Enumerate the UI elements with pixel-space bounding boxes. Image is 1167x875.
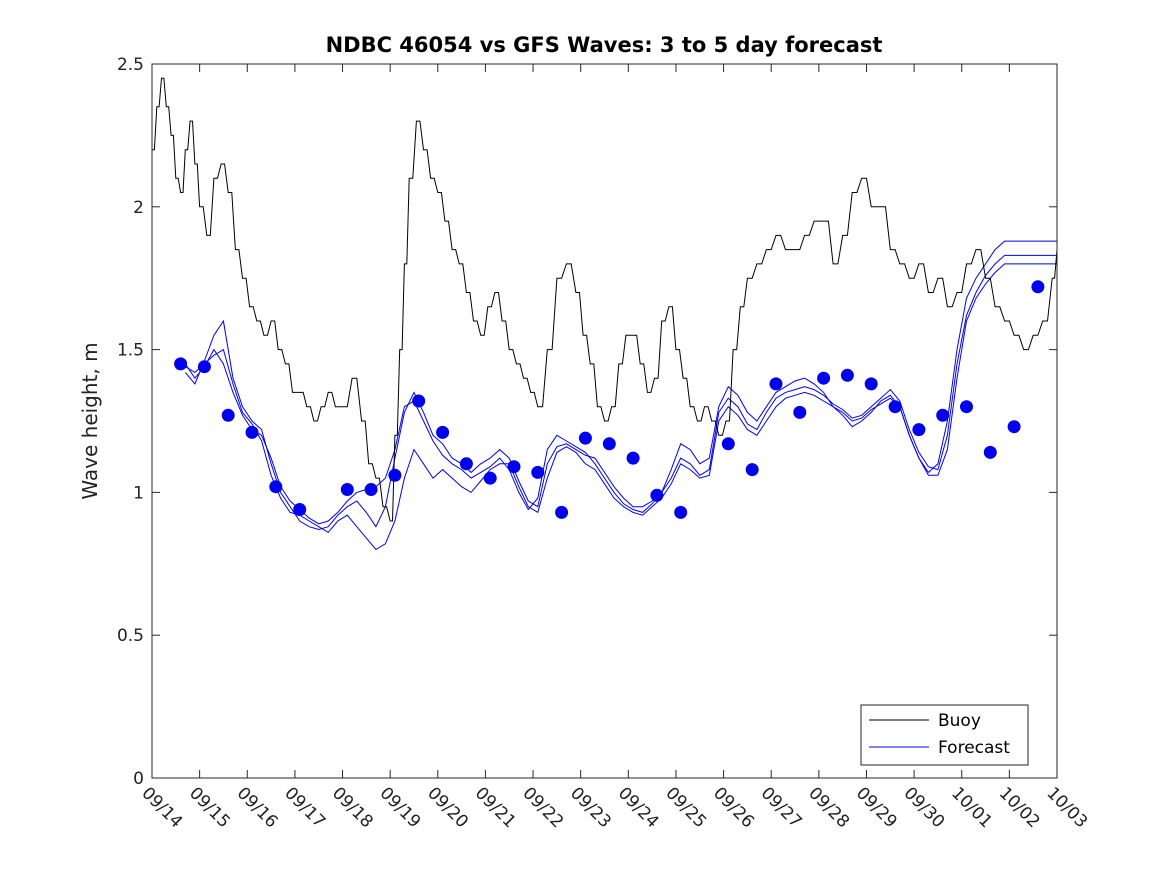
- forecast-marker: [364, 483, 378, 496]
- forecast-marker: [983, 445, 997, 459]
- forecast-marker: [459, 457, 473, 471]
- forecast-marker: [174, 357, 188, 371]
- forecast-line: [184, 254, 1057, 531]
- y-tick-label: 1: [133, 483, 144, 503]
- forecast-marker: [555, 505, 569, 519]
- forecast-marker: [507, 460, 521, 474]
- forecast-marker: [888, 400, 902, 414]
- forecast-line: [185, 263, 1057, 551]
- forecast-marker: [840, 368, 854, 382]
- forecast-marker: [483, 471, 497, 485]
- forecast-marker: [745, 463, 759, 477]
- forecast-marker: [626, 451, 640, 465]
- forecast-marker: [269, 480, 283, 494]
- forecast-marker: [769, 377, 783, 391]
- forecast-marker: [912, 423, 926, 437]
- y-tick-label: 0: [133, 769, 144, 789]
- legend-forecast-label: Forecast: [938, 738, 1010, 758]
- forecast-marker: [650, 488, 664, 502]
- series-layer: [152, 77, 1058, 551]
- y-axis: 0 0.5 1 1.5 2 2.5: [117, 55, 1057, 789]
- y-axis-label: Wave height, m: [78, 342, 102, 499]
- legend-buoy-label: Buoy: [938, 711, 981, 731]
- forecast-marker: [221, 408, 235, 422]
- plot-frame: [151, 63, 1058, 779]
- forecast-marker: [245, 425, 259, 439]
- forecast-marker: [793, 405, 807, 419]
- legend-box: [860, 704, 1029, 766]
- forecast-marker: [531, 465, 545, 479]
- forecast-marker: [936, 408, 950, 422]
- legend: Buoy Forecast: [860, 704, 1029, 766]
- y-tick-label: 2: [133, 198, 144, 218]
- chart-title: NDBC 46054 vs GFS Waves: 3 to 5 day fore…: [326, 33, 883, 57]
- forecast-marker: [578, 431, 592, 445]
- forecast-marker: [1007, 420, 1021, 434]
- forecast-marker: [388, 468, 402, 482]
- y-tick-label: 0.5: [117, 626, 144, 646]
- forecast-marker: [864, 377, 878, 391]
- forecast-marker: [1031, 280, 1045, 294]
- forecast-marker: [960, 400, 973, 414]
- forecast-marker: [674, 505, 688, 519]
- forecast-marker: [293, 503, 307, 516]
- forecast-marker: [602, 437, 616, 451]
- y-tick-label: 1.5: [117, 341, 144, 361]
- forecast-marker: [721, 437, 735, 451]
- forecast-marker: [197, 360, 211, 374]
- forecast-marker: [340, 483, 354, 496]
- forecast-marker: [412, 394, 426, 408]
- buoy-line: [152, 77, 1058, 522]
- forecast-marker: [817, 371, 831, 385]
- y-tick-label: 2.5: [117, 55, 144, 75]
- forecast-marker: [436, 425, 450, 439]
